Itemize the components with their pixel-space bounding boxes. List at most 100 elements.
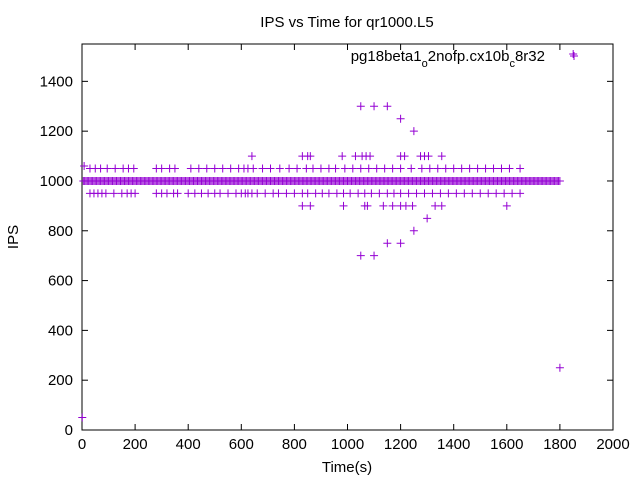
- data-point: [492, 189, 501, 198]
- x-tick-label: 1600: [490, 436, 523, 453]
- legend-marker-plus: [570, 52, 578, 60]
- x-tick-label: 2000: [596, 436, 629, 453]
- data-point: [383, 239, 392, 248]
- data-point: [324, 189, 333, 198]
- data-points: [78, 49, 578, 422]
- data-point: [157, 164, 166, 173]
- data-point: [424, 152, 433, 161]
- data-point: [367, 189, 376, 198]
- data-point: [396, 114, 405, 123]
- data-point: [173, 189, 182, 198]
- data-point: [437, 201, 446, 210]
- data-point: [375, 189, 384, 198]
- data-point: [372, 164, 381, 173]
- data-point: [404, 189, 413, 198]
- data-point: [409, 226, 418, 235]
- data-point: [308, 164, 317, 173]
- data-point: [364, 164, 373, 173]
- data-point: [516, 189, 525, 198]
- data-point: [370, 102, 379, 111]
- x-tick-label: 1400: [437, 436, 470, 453]
- data-point: [444, 189, 453, 198]
- data-point: [380, 164, 389, 173]
- data-point: [569, 49, 578, 58]
- y-tick-label: 800: [48, 223, 73, 240]
- x-tick-label: 1800: [543, 436, 576, 453]
- data-point: [425, 164, 434, 173]
- data-point: [516, 164, 525, 173]
- data-point: [500, 189, 509, 198]
- data-point: [417, 164, 426, 173]
- data-point: [253, 189, 262, 198]
- data-point: [338, 152, 347, 161]
- data-point: [285, 164, 294, 173]
- data-point: [210, 164, 219, 173]
- y-tick-labels: 0 200 400 600 800 1000 1200 1400: [40, 73, 73, 439]
- data-point: [80, 162, 89, 171]
- data-point: [457, 164, 466, 173]
- data-point: [293, 164, 302, 173]
- data-point: [316, 164, 325, 173]
- data-point: [331, 164, 340, 173]
- data-point: [408, 201, 417, 210]
- data-point: [275, 164, 284, 173]
- data-point: [383, 102, 392, 111]
- data-point: [407, 164, 416, 173]
- data-point: [370, 251, 379, 260]
- y-tick-label: 0: [65, 422, 73, 439]
- data-point: [194, 164, 203, 173]
- data-point: [505, 164, 514, 173]
- data-point: [555, 363, 564, 372]
- data-point: [346, 189, 355, 198]
- data-point: [348, 164, 357, 173]
- data-point: [202, 164, 211, 173]
- data-point: [216, 189, 225, 198]
- data-point: [388, 201, 397, 210]
- data-point: [170, 164, 179, 173]
- x-tick-label: 800: [282, 436, 307, 453]
- data-point: [423, 214, 432, 223]
- data-point: [484, 189, 493, 198]
- data-point: [247, 152, 256, 161]
- data-point: [109, 189, 118, 198]
- data-point: [356, 102, 365, 111]
- y-tick-label: 1000: [40, 173, 73, 190]
- data-point: [366, 152, 375, 161]
- data-point: [433, 164, 442, 173]
- x-tick-label: 1000: [331, 436, 364, 453]
- data-point: [303, 189, 312, 198]
- data-point: [460, 189, 469, 198]
- data-point: [379, 201, 388, 210]
- data-point: [340, 164, 349, 173]
- data-point: [555, 176, 564, 185]
- y-tick-label: 1200: [40, 123, 73, 140]
- data-point: [481, 164, 490, 173]
- y-tick-label: 600: [48, 273, 73, 290]
- data-point: [226, 164, 235, 173]
- data-point: [78, 413, 87, 422]
- data-point: [497, 164, 506, 173]
- axis-ticks: [81, 44, 614, 431]
- plot-frame: [81, 43, 614, 431]
- data-point: [186, 164, 195, 173]
- data-point: [489, 164, 498, 173]
- data-point: [129, 164, 138, 173]
- data-point: [476, 189, 485, 198]
- chart-title: IPS vs Time for qr1000.L5: [260, 14, 433, 31]
- data-point: [274, 189, 283, 198]
- x-tick-label: 400: [176, 436, 201, 453]
- data-point: [428, 189, 437, 198]
- data-point: [306, 152, 315, 161]
- legend-marker: [570, 52, 578, 60]
- data-point: [249, 164, 258, 173]
- data-point: [363, 201, 372, 210]
- data-point: [449, 164, 458, 173]
- y-tick-label: 400: [48, 322, 73, 339]
- data-point: [396, 164, 405, 173]
- data-point: [224, 189, 233, 198]
- data-point: [261, 189, 270, 198]
- data-point: [356, 164, 365, 173]
- data-point: [282, 189, 291, 198]
- legend-series-label: pg18beta1o2nofp.cx10bc8r32: [351, 48, 545, 70]
